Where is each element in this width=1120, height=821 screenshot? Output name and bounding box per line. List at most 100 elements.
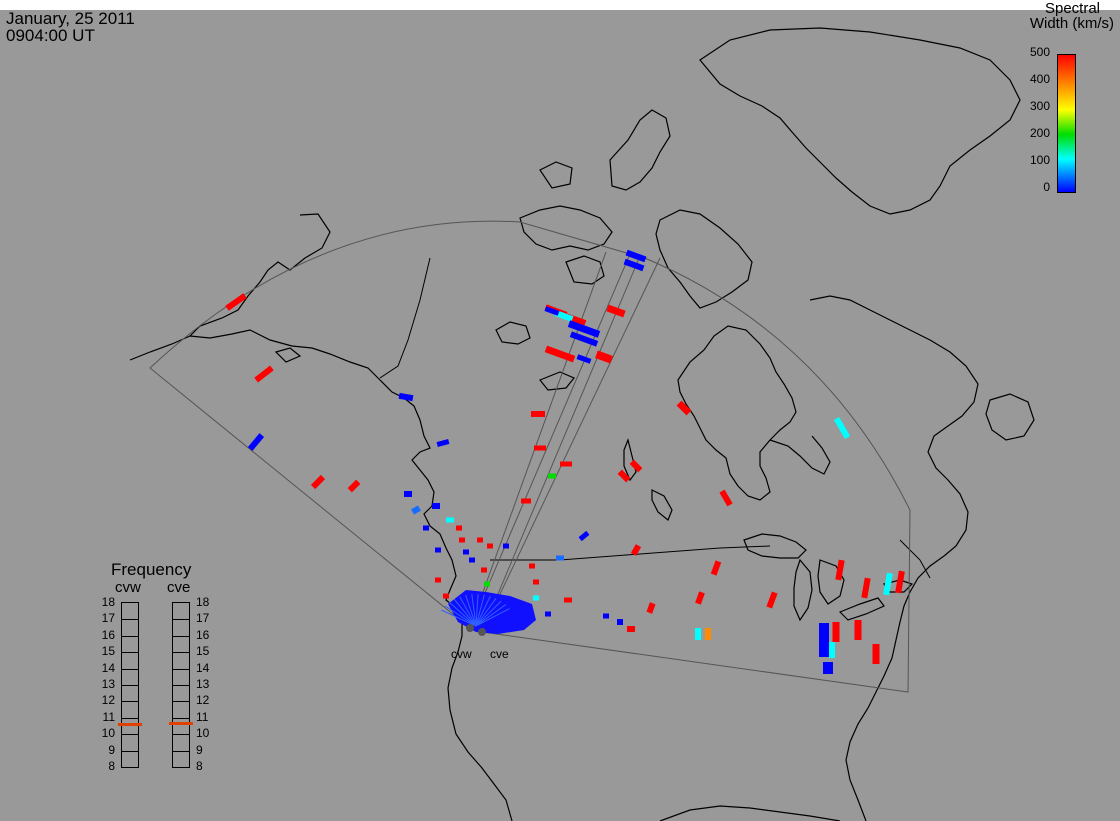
frequency-grid-line (173, 652, 189, 654)
coastline-lake-winnipeg (623, 438, 637, 482)
frequency-tick-cvw: 17 (101, 611, 115, 626)
fov-edge-cvw (469, 251, 607, 629)
radar-label-cvw: cvw (451, 647, 472, 661)
backscatter-cell (569, 331, 599, 347)
backscatter-cell (225, 293, 247, 311)
backscatter-cell (719, 489, 733, 507)
backscatter-cell (477, 537, 483, 543)
near-range-backscatter (448, 590, 536, 634)
near-range-beam-line (475, 600, 502, 627)
frequency-radar-label-cve: cve (167, 579, 191, 596)
frequency-grid-line (122, 685, 138, 686)
frequency-tick-cve: 14 (196, 660, 210, 675)
backscatter-cell (534, 445, 546, 451)
frequency-grid-line (122, 668, 138, 670)
colorbar-tick: 200 (1029, 126, 1050, 140)
backscatter-cell (895, 570, 905, 594)
fov-edge-cve (481, 257, 661, 633)
frequency-grid-line (122, 701, 138, 703)
backscatter-cell (695, 628, 701, 640)
borders (379, 257, 931, 579)
backscatter-cell (531, 411, 545, 417)
frequency-grid-line (122, 734, 138, 736)
near-range-beam-line (475, 594, 485, 627)
backscatter-cell (254, 365, 274, 383)
backscatter-cell (595, 350, 613, 364)
backscatter-cell (627, 626, 635, 632)
time-label: 0904:00 UT (6, 26, 95, 45)
backscatter-cell (521, 498, 531, 504)
frequency-tick-cve: 16 (196, 627, 210, 642)
border-us-canada (490, 545, 771, 561)
backscatter-cell (630, 544, 642, 556)
backscatter-cell (710, 560, 722, 576)
backscatter-cell (676, 400, 692, 416)
date-label: January, 25 2011 (6, 9, 135, 28)
frequency-grid-line (122, 619, 138, 621)
coastline-arctic-3 (565, 255, 605, 285)
frequency-tick-cvw: 10 (101, 726, 115, 741)
backscatter-data (225, 249, 905, 674)
frequency-grid-line (122, 750, 138, 752)
frequency-tick-cve: 8 (196, 759, 203, 773)
backscatter-cell (533, 595, 539, 601)
backscatter-cell (481, 567, 487, 573)
backscatter-cell (436, 439, 450, 447)
backscatter-cell (411, 505, 421, 515)
frequency-title: Frequency (111, 560, 192, 579)
frequency-tick-cvw: 15 (101, 644, 115, 659)
coastline-east (845, 555, 945, 821)
coastline-lake-winnipegosis (651, 489, 673, 521)
fov-cvw (149, 220, 631, 629)
backscatter-cell (545, 611, 551, 617)
backscatter-cell (835, 559, 845, 581)
backscatter-cell (617, 469, 631, 483)
backscatter-cell (578, 530, 590, 542)
frequency-tick-cvw: 12 (101, 693, 115, 708)
frequency-grid-line (173, 701, 189, 703)
frequency-grid-line (122, 635, 138, 637)
coastline-lake-michigan (793, 558, 813, 622)
backscatter-cell (423, 525, 429, 531)
radar-fields-of-view (149, 220, 911, 693)
near-range-beam-line (475, 597, 497, 627)
coastline-arctic-5 (539, 161, 573, 189)
radar-site-cvw (466, 624, 474, 632)
coastline-arctic-2 (495, 321, 531, 345)
colorbar-tick: 0 (1043, 180, 1050, 194)
near-range-beam-line (465, 594, 477, 627)
frequency-tick-cve: 15 (196, 644, 210, 659)
coastline-lake-erie (838, 597, 885, 621)
backscatter-cell (487, 543, 493, 549)
backscatter-cell (861, 577, 871, 599)
near-range-beam-line (448, 601, 477, 627)
backscatter-cell (567, 320, 601, 338)
coastline-aleutians (274, 347, 302, 363)
backscatter-cell (459, 537, 465, 543)
frequency-tick-cve: 12 (196, 693, 210, 708)
frequency-tick-cvw: 11 (102, 709, 115, 724)
backscatter-cell (883, 572, 893, 596)
backscatter-cell (833, 416, 851, 440)
backscatter-cell (872, 644, 880, 664)
coastlines (129, 27, 1035, 821)
coastline-gulf (659, 805, 841, 821)
backscatter-cell (832, 622, 840, 642)
coastline-lake-superior (743, 533, 807, 559)
border-alaska-canada (379, 257, 431, 379)
backscatter-cell (398, 392, 414, 402)
backscatter-cell (443, 593, 449, 599)
frequency-grid-line (173, 668, 189, 670)
frequency-tick-cvw: 18 (101, 595, 115, 609)
backscatter-cell (347, 479, 361, 493)
radar-sites (466, 624, 486, 636)
backscatter-cell (829, 642, 835, 658)
backscatter-cell (576, 354, 592, 364)
near-range-beam-line (459, 596, 477, 627)
frequency-grid-line (173, 635, 189, 637)
backscatter-cell (404, 491, 412, 497)
backscatter-cell (544, 306, 560, 316)
frequency-tick-cve: 17 (196, 611, 210, 626)
near-range-beam-line (475, 594, 479, 627)
coastline-labrador (809, 295, 979, 557)
